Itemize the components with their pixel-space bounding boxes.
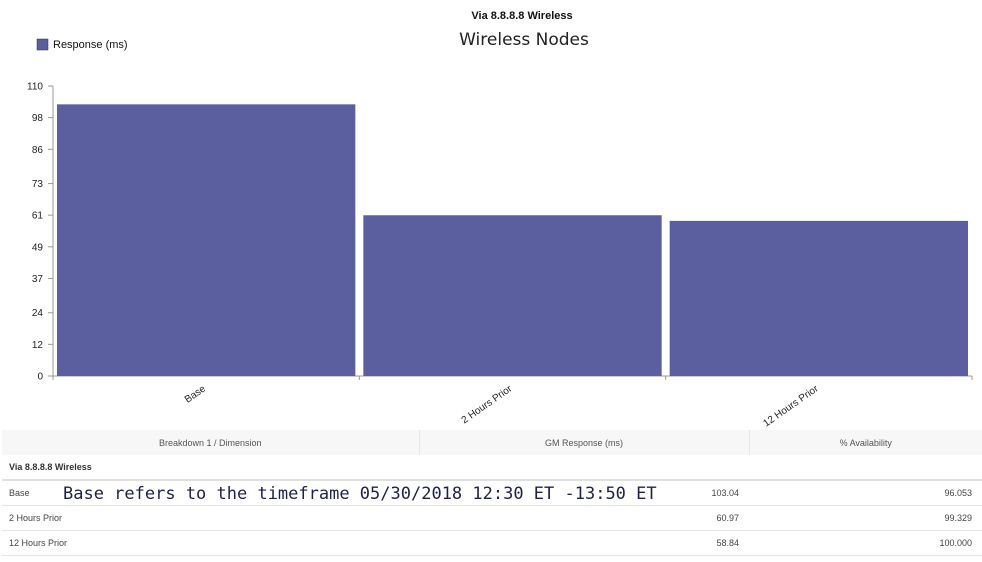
data-table: Breakdown 1 / Dimension GM Response (ms)… <box>2 430 982 556</box>
table-header-row: Breakdown 1 / Dimension GM Response (ms)… <box>2 430 982 455</box>
legend-label: Response (ms) <box>53 39 128 51</box>
table-row: 2 Hours Prior 60.97 99.329 <box>2 505 982 531</box>
y-tick-label: 98 <box>32 113 44 124</box>
x-tick-label: Base <box>183 383 208 405</box>
y-tick-label: 12 <box>32 340 44 351</box>
column-header-availability[interactable]: % Availability <box>749 430 982 455</box>
y-tick-label: 61 <box>32 211 44 222</box>
table-group-row: Via 8.8.8.8 Wireless <box>2 455 982 481</box>
y-tick-label: 86 <box>32 145 44 156</box>
column-header-dimension[interactable]: Breakdown 1 / Dimension <box>2 430 420 455</box>
column-header-response[interactable]: GM Response (ms) <box>419 430 750 455</box>
group-label: Via 8.8.8.8 Wireless <box>2 455 982 481</box>
row-dimension: 2 Hours Prior <box>2 505 419 531</box>
row-availability: 100.000 <box>749 530 982 556</box>
chart-super-title: Via 8.8.8.8 Wireless <box>471 10 572 22</box>
row-dimension: Base <box>2 480 419 506</box>
bar[interactable] <box>363 215 662 376</box>
legend[interactable]: Response (ms) <box>36 38 128 51</box>
y-tick-label: 73 <box>32 179 44 190</box>
y-tick-label: 37 <box>32 274 44 285</box>
row-availability: 96.053 <box>749 480 982 506</box>
row-availability: 99.329 <box>749 505 982 531</box>
x-tick-label: 12 Hours Prior <box>761 383 821 429</box>
y-tick-label: 24 <box>32 308 44 319</box>
row-response: 103.04 <box>419 480 749 506</box>
y-tick-label: 0 <box>37 372 43 383</box>
x-tick-label: 2 Hours Prior <box>460 383 515 426</box>
table-row: 12 Hours Prior 58.84 100.000 <box>2 530 982 556</box>
x-axis: Base 2 Hours Prior 12 Hours Prior <box>52 375 973 429</box>
bar-chart: Via 8.8.8.8 Wireless Wireless Nodes Resp… <box>27 10 973 429</box>
y-axis: 0 12 24 37 49 61 73 86 98 110 <box>27 82 54 383</box>
chart-title: Wireless Nodes <box>459 30 589 50</box>
bars <box>57 104 968 376</box>
row-response: 58.84 <box>419 530 749 556</box>
row-response: 60.97 <box>419 505 749 531</box>
bar[interactable] <box>57 104 356 376</box>
table-row: Base 103.04 96.053 <box>2 480 982 506</box>
row-dimension: 12 Hours Prior <box>2 530 419 556</box>
legend-swatch <box>36 38 49 51</box>
timeframe-note: Base refers to the timeframe 05/30/2018 … <box>63 484 657 504</box>
y-tick-label: 49 <box>32 242 44 253</box>
y-tick-label: 110 <box>27 82 43 93</box>
bar[interactable] <box>669 220 968 376</box>
